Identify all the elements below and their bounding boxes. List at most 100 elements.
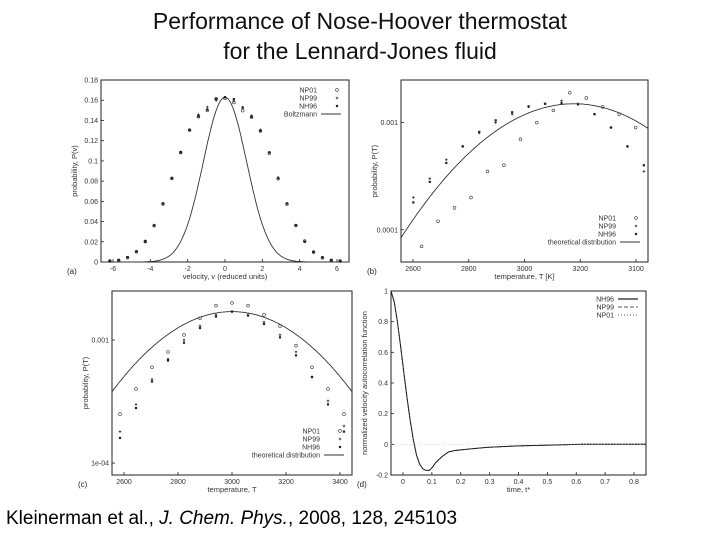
data-point-np01: [230, 301, 234, 305]
data-point-np99: [412, 196, 415, 199]
data-point-np01: [469, 195, 473, 200]
x-tick-label: -6: [110, 266, 116, 273]
x-tick-label: 0.6: [571, 479, 581, 486]
panel-label: (d): [357, 480, 367, 489]
legend-entry: NH96: [302, 445, 320, 452]
legend-entry: theoretical distribution: [548, 240, 616, 247]
x-tick-label: -4: [147, 266, 153, 273]
y-axis-label: probability, P(v): [70, 145, 79, 197]
data-point-nh96: [342, 430, 346, 433]
panel-label: (b): [367, 267, 377, 276]
data-point-np01: [241, 108, 245, 113]
x-tick-label: 0.1: [427, 479, 437, 486]
data-point-nh96: [179, 151, 182, 154]
data-point-nh96: [478, 130, 481, 133]
legend-entry: Boltzmann: [284, 112, 317, 119]
data-point-nh96: [126, 256, 129, 259]
data-point-nh96: [326, 403, 330, 406]
y-tick-label: 1e-04: [91, 461, 109, 468]
data-point-np01: [182, 333, 186, 337]
data-point-nh96: [511, 111, 514, 114]
legend-entry: NP99: [299, 96, 317, 103]
data-point-nh96: [277, 176, 280, 179]
y-tick-label: 0.04: [84, 219, 98, 226]
data-point-np01: [310, 365, 314, 369]
data-point-np99: [278, 333, 282, 337]
data-point-nh96: [215, 97, 218, 101]
data-point-np99: [342, 424, 346, 428]
x-tick-label: 0: [401, 479, 405, 486]
data-point-nh96: [214, 315, 218, 318]
data-point-np01: [342, 412, 346, 416]
data-point-nh96: [250, 115, 253, 118]
data-point-np01: [326, 387, 330, 391]
data-point-np01: [150, 365, 154, 369]
data-point-np99: [642, 170, 646, 173]
legend-entry: NP99: [302, 437, 320, 444]
data-point-nh96: [161, 202, 165, 205]
data-point-nh96: [188, 128, 191, 131]
y-tick-label: 1: [384, 289, 388, 296]
series-line-np01: [390, 290, 646, 471]
data-point-nh96: [246, 314, 250, 317]
data-point-nh96: [294, 223, 297, 227]
x-tick-label: 0.7: [600, 479, 610, 486]
y-axis-label: normalized velocity autocorrelation func…: [360, 311, 369, 455]
title-line-1: Performance of Nose-Hoover thermostat: [152, 8, 568, 34]
slide-title: Performance of Nose-Hoover thermostat fo…: [0, 6, 720, 66]
data-point-nh96: [117, 258, 120, 262]
y-tick-label: 0: [384, 442, 388, 449]
x-tick-label: 2: [260, 266, 264, 273]
data-point-nh96: [134, 406, 138, 410]
legend-swatch: [634, 224, 638, 228]
data-point-np99: [444, 158, 448, 162]
x-tick-label: -2: [185, 266, 191, 273]
data-point-np99: [134, 403, 138, 406]
data-point-np01: [617, 112, 621, 116]
data-point-nh96: [262, 322, 266, 326]
x-tick-label: 6: [335, 266, 339, 273]
data-point-np01: [166, 350, 170, 354]
citation-details: , 2008, 128, 245103: [287, 508, 458, 529]
legend-entry: NP99: [596, 305, 614, 312]
data-point-nh96: [445, 161, 448, 165]
chart-panel-3: 2600 2800 3000 3200 3400 1e-04 0.001 temperatur…: [78, 290, 353, 494]
x-tick-label: 2600: [405, 266, 421, 273]
data-point-nh96: [118, 436, 122, 440]
y-tick-label: 0: [94, 260, 98, 267]
x-tick-label: 2800: [170, 479, 186, 486]
data-point-nh96: [412, 201, 415, 204]
x-tick-label: 3200: [278, 479, 294, 486]
y-tick-label: 0.02: [84, 239, 98, 246]
x-tick-label: 3100: [628, 266, 644, 273]
legend-entry: NP01: [302, 429, 320, 436]
legend-swatch: [335, 88, 339, 92]
data-point-nh96: [494, 119, 497, 122]
y-tick-label: 0.16: [84, 98, 98, 105]
data-point-np01: [452, 206, 457, 210]
theoretical-curve: [400, 103, 649, 239]
data-point-np01: [568, 91, 572, 95]
data-point-np01: [246, 303, 250, 308]
y-tick-label: 0.001: [91, 337, 109, 344]
data-point-np99: [182, 338, 186, 342]
data-point-nh96: [259, 129, 262, 132]
data-point-nh96: [135, 250, 138, 253]
data-point-np01: [436, 219, 440, 223]
data-point-nh96: [206, 108, 209, 111]
data-point-nh96: [609, 126, 613, 129]
data-point-nh96: [153, 224, 156, 227]
data-point-np01: [485, 169, 490, 174]
x-tick-label: 2800: [461, 266, 477, 273]
data-point-nh96: [294, 354, 298, 357]
citation: Kleinerman et al., J. Chem. Phys., 2008,…: [6, 508, 457, 530]
x-tick-label: 0: [223, 266, 227, 273]
data-point-nh96: [241, 106, 244, 109]
data-point-nh96: [330, 259, 333, 262]
data-point-np01: [278, 324, 282, 328]
legend-entry: NP01: [299, 88, 317, 95]
legend-swatch: [335, 96, 339, 100]
data-point-nh96: [170, 177, 173, 180]
citation-authors: Kleinerman et al.,: [6, 508, 160, 529]
